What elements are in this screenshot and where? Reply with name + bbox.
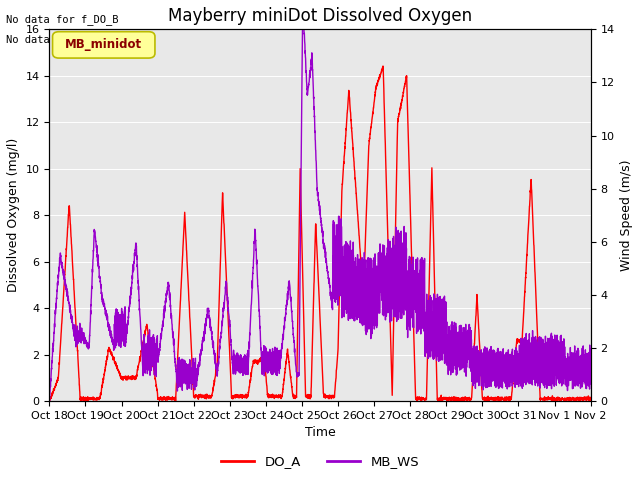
- DO_A: [543, 396, 551, 402]
- Legend: DO_A, MB_WS: DO_A, MB_WS: [216, 450, 424, 473]
- DO_A: [273, 394, 281, 399]
- MB_WS: [439, 307, 447, 313]
- Text: MB_minidot: MB_minidot: [65, 38, 142, 51]
- DO_A: [81, 398, 89, 404]
- MB_WS: [273, 365, 281, 371]
- Title: Mayberry miniDot Dissolved Oxygen: Mayberry miniDot Dissolved Oxygen: [168, 7, 472, 25]
- DO_A: [379, 63, 387, 69]
- MB_WS: [570, 365, 578, 371]
- MB_WS: [543, 355, 551, 360]
- Line: MB_WS: MB_WS: [49, 29, 591, 401]
- Line: DO_A: DO_A: [49, 66, 591, 401]
- X-axis label: Time: Time: [305, 426, 335, 440]
- DO_A: [303, 394, 310, 400]
- MB_WS: [277, 353, 285, 359]
- MB_WS: [303, 85, 310, 91]
- MB_WS: [45, 397, 53, 403]
- MB_WS: [587, 360, 595, 366]
- DO_A: [45, 398, 53, 404]
- MB_WS: [45, 398, 53, 404]
- Y-axis label: Dissolved Oxygen (mg/l): Dissolved Oxygen (mg/l): [7, 138, 20, 292]
- DO_A: [439, 397, 447, 403]
- Text: No data for f_DO_C: No data for f_DO_C: [6, 34, 119, 45]
- DO_A: [570, 397, 578, 403]
- MB_WS: [299, 26, 307, 32]
- DO_A: [277, 393, 285, 398]
- DO_A: [587, 396, 595, 401]
- Text: No data for f_DO_B: No data for f_DO_B: [6, 14, 119, 25]
- Y-axis label: Wind Speed (m/s): Wind Speed (m/s): [620, 159, 633, 271]
